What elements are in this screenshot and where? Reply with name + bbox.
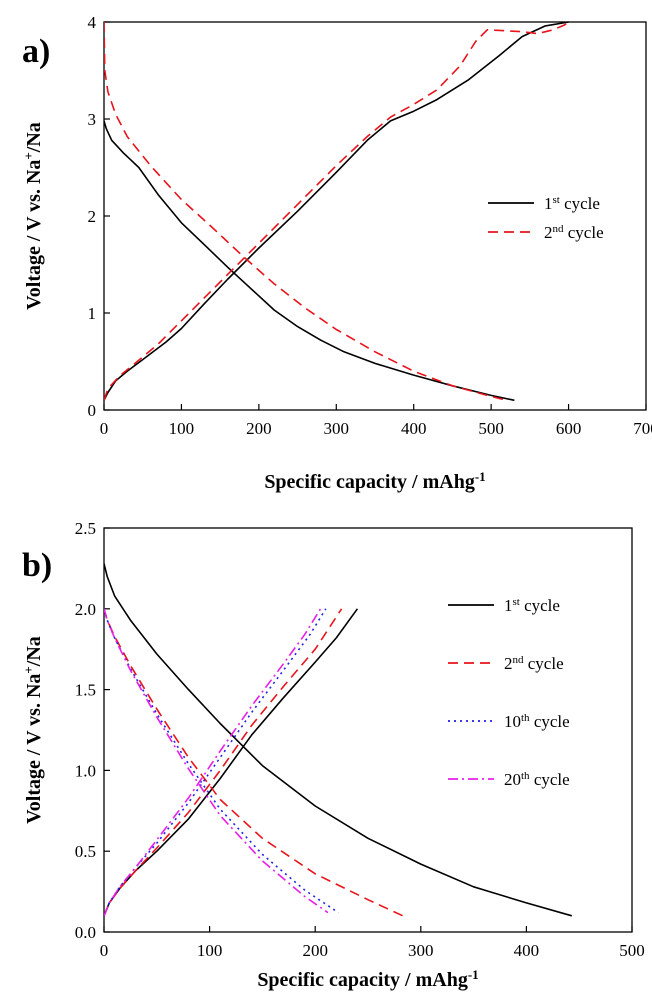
x-tick-label: 500 (619, 941, 645, 960)
x-tick-label: 600 (556, 419, 582, 438)
x-axis-title-superscript: -1 (475, 469, 486, 484)
legend-label: 20th cycle (504, 770, 570, 789)
series-1-charge-line (104, 21, 569, 401)
series-4-charge-line (104, 608, 322, 917)
y-tick-label: 0.0 (75, 923, 96, 942)
y-tick-label: 2.5 (75, 519, 96, 538)
y-tick-label: 0.5 (75, 842, 96, 861)
y-axis-title-text: Voltage / V vs. Na (23, 160, 45, 310)
series-1-charge-line (104, 608, 359, 917)
y-axis-title: Voltage / V vs. Na+/Na (21, 636, 46, 824)
y-axis-title-text-end: /Na (23, 122, 45, 153)
series-2-charge-line (104, 21, 570, 401)
legend-label: 2nd cycle (544, 223, 604, 242)
series-4-discharge-line (104, 608, 329, 914)
legend-label: 1st cycle (504, 596, 560, 615)
x-tick-label: 0 (100, 419, 109, 438)
legend-label: 10th cycle (504, 712, 570, 731)
chart-panel-a: 0 100 200 300 400 500 600 700 0 1 2 3 4 Specific capa… (21, 13, 652, 493)
y-tick-label: 3 (88, 110, 97, 129)
y-axis-title-superscript: + (21, 152, 36, 159)
x-axis-title: Specific capacity / mAhg-1 (257, 967, 478, 992)
x-axis-title: Specific capacity / mAhg-1 (264, 469, 485, 494)
series-2-charge-line (104, 608, 343, 917)
legend-label: 2nd cycle (504, 654, 564, 673)
x-tick-label: 100 (169, 419, 195, 438)
legend-label: 1st cycle (544, 194, 600, 213)
x-axis-title-text: Specific capacity / mAhg (257, 969, 468, 991)
y-tick-label: 1 (88, 304, 97, 323)
x-tick-label: 400 (514, 941, 540, 960)
y-axis-title-text: Voltage / V vs. Na (23, 674, 45, 824)
y-axis-title-text-end: /Na (23, 636, 45, 667)
plot-frame (103, 527, 633, 933)
series-3-charge-line (104, 608, 327, 917)
panel-label: b) (22, 547, 52, 584)
x-tick-label: 500 (478, 419, 504, 438)
x-tick-label: 300 (408, 941, 434, 960)
y-tick-label: 1.5 (75, 681, 96, 700)
y-tick-label: 1.0 (75, 761, 96, 780)
panel-label: a) (22, 33, 50, 70)
x-tick-label: 100 (197, 941, 223, 960)
x-tick-label: 200 (246, 419, 272, 438)
y-tick-label: 0 (88, 401, 97, 420)
x-axis-title-text: Specific capacity / mAhg (264, 471, 475, 493)
series-1-discharge-line (104, 563, 573, 917)
x-tick-label: 200 (302, 941, 328, 960)
series-2-discharge-line (104, 21, 507, 402)
x-tick-label: 400 (401, 419, 427, 438)
x-axis-title-superscript: -1 (468, 967, 479, 982)
y-axis-title: Voltage / V vs. Na+/Na (21, 122, 46, 310)
x-tick-label: 700 (633, 419, 652, 438)
x-tick-label: 0 (100, 941, 109, 960)
y-tick-label: 2 (88, 207, 97, 226)
y-axis-title-superscript: + (21, 666, 36, 673)
series-1-discharge-line (104, 120, 515, 402)
y-tick-label: 2.0 (75, 600, 96, 619)
y-tick-label: 4 (88, 13, 97, 32)
x-tick-label: 300 (324, 419, 350, 438)
chart-panel-b: 0 100 200 300 400 500 0.0 0.5 1.0 1.5 2.0 2.5 Specif… (21, 519, 645, 991)
series-2-discharge-line (104, 608, 404, 917)
